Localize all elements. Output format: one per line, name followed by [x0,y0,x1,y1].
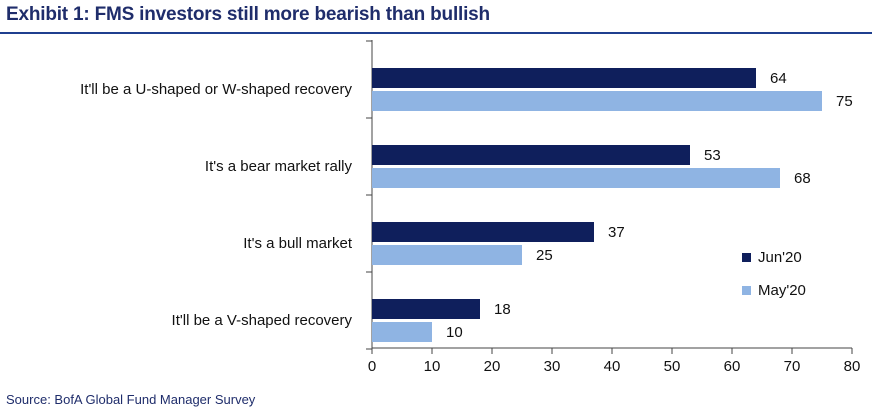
category-label: It'll be a V-shaped recovery [172,312,353,329]
category-label: It's a bull market [243,235,353,252]
x-tick-label: 10 [424,358,441,375]
legend-label-jun20: Jun'20 [758,249,802,266]
data-label: 75 [836,93,853,110]
x-tick-label: 20 [484,358,501,375]
data-label: 18 [494,301,511,318]
x-tick-label: 60 [724,358,741,375]
legend-label-may20: May'20 [758,282,806,299]
bar-jun20 [372,68,756,88]
data-label: 25 [536,247,553,264]
legend-swatch-may20 [742,286,751,295]
bar-may20 [372,91,822,111]
page-title: Exhibit 1: FMS investors still more bear… [6,4,490,25]
source-note: Source: BofA Global Fund Manager Survey [6,392,256,407]
data-label: 68 [794,170,811,187]
x-tick-label: 80 [844,358,861,375]
bar-may20 [372,322,432,342]
x-tick-label: 40 [604,358,621,375]
x-tick-label: 70 [784,358,801,375]
bar-chart: 0 10 20 30 40 50 60 70 80 It'll be a U-shaped or … [80,40,861,375]
x-tick-label: 30 [544,358,561,375]
bar-may20 [372,168,780,188]
data-label: 37 [608,224,625,241]
data-label: 64 [770,70,787,87]
legend-swatch-jun20 [742,253,751,262]
x-tick-label: 0 [368,358,376,375]
x-tick-label: 50 [664,358,681,375]
bar-may20 [372,245,522,265]
category-label: It'll be a U-shaped or W-shaped recovery [80,81,352,98]
bar-jun20 [372,299,480,319]
bar-jun20 [372,145,690,165]
title-divider [0,32,872,34]
data-label: 53 [704,147,721,164]
category-label: It's a bear market rally [205,158,353,175]
data-label: 10 [446,324,463,341]
bar-jun20 [372,222,594,242]
